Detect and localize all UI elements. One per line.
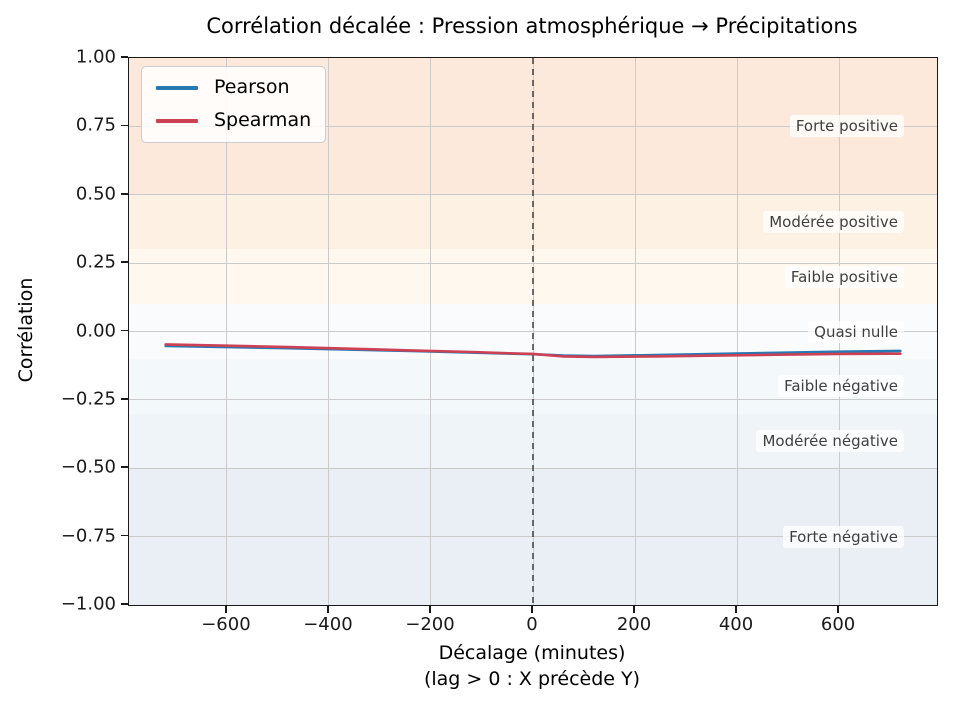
band-label: Modérée positive — [763, 211, 904, 234]
gridline-horizontal — [129, 262, 937, 264]
y-tick-label: −0.50 — [60, 456, 116, 478]
x-tick-mark — [633, 606, 635, 613]
x-tick-mark — [837, 606, 839, 613]
legend-label-pearson: Pearson — [214, 76, 290, 98]
band-label: Modérée négative — [756, 429, 904, 452]
data-lines — [164, 58, 902, 605]
x-tick-mark — [327, 606, 329, 613]
legend-label-spearman: Spearman — [214, 108, 312, 131]
x-tick-label: −600 — [201, 614, 251, 635]
y-tick-mark — [121, 534, 128, 537]
x-tick-label: 0 — [526, 614, 538, 635]
y-tick-mark — [121, 398, 128, 400]
spearman-line-swatch — [156, 118, 198, 123]
x-tick-label: 400 — [718, 614, 754, 635]
x-tick-mark — [735, 606, 737, 613]
x-axis-label: Décalage (minutes) — [438, 642, 626, 664]
x-tick-label: 200 — [616, 614, 652, 635]
y-tick-mark — [121, 329, 128, 332]
y-tick-label: 0.75 — [75, 114, 116, 136]
band-labels: Forte positive Modérée positive Faible pos… — [129, 58, 937, 605]
x-axis-label-note: (lag > 0 : X précède Y) — [423, 668, 641, 690]
y-tick-label: −0.75 — [60, 525, 116, 547]
y-tick-label: −1.00 — [60, 593, 116, 615]
chart-title: Corrélation décalée : Pression atmosphér… — [206, 14, 858, 38]
y-tick-mark — [121, 466, 128, 469]
y-tick-label: 0.25 — [75, 251, 116, 273]
gridline-horizontal — [129, 331, 937, 332]
legend-item-pearson: Pearson — [156, 76, 311, 100]
y-tick-label: 0.00 — [75, 320, 116, 341]
x-tick-mark — [429, 606, 431, 613]
band-label: Forte négative — [783, 525, 904, 548]
y-tick-mark — [121, 261, 128, 263]
band-label: Forte positive — [789, 115, 904, 138]
x-tick-label: −400 — [303, 614, 353, 635]
y-tick-mark — [121, 56, 128, 58]
y-tick-label: −0.25 — [60, 388, 116, 410]
x-tick-mark — [531, 606, 533, 613]
y-tick-mark — [121, 603, 128, 605]
x-tick-mark — [225, 606, 227, 613]
legend-item-spearman: Spearman — [156, 109, 311, 133]
band-label: Quasi nulle — [808, 320, 904, 343]
pearson-line-swatch — [156, 85, 198, 90]
spearman-line — [164, 343, 902, 359]
y-tick-mark — [121, 124, 128, 127]
y-tick-mark — [121, 192, 128, 195]
y-tick-label: 1.00 — [75, 46, 116, 68]
x-tick-label: 600 — [820, 614, 856, 635]
band-label: Faible positive — [784, 265, 904, 288]
legend: Pearson Spearman — [141, 66, 327, 143]
band-label: Faible négative — [778, 375, 904, 398]
x-tick-label: −200 — [405, 614, 455, 635]
y-tick-label: 0.50 — [75, 183, 116, 205]
plot-area: Forte positive Modérée positive Faible pos… — [128, 57, 938, 606]
